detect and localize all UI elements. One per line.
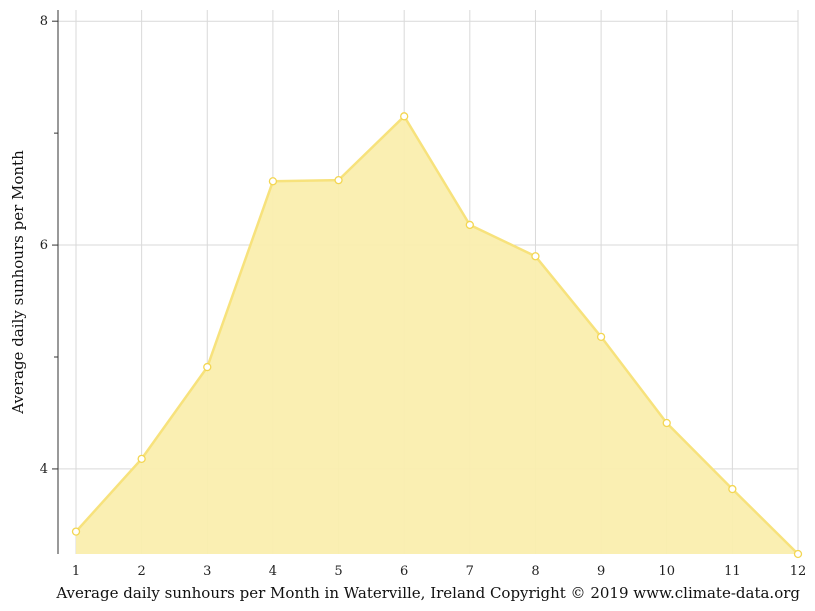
y-axis-title: Average daily sunhours per Month bbox=[9, 150, 27, 415]
y-tick-label-4: 4 bbox=[40, 462, 48, 477]
x-tick-label-9: 9 bbox=[597, 564, 605, 579]
data-point-7 bbox=[465, 220, 474, 230]
x-tick-label-10: 10 bbox=[658, 564, 675, 579]
x-axis-title: Average daily sunhours per Month in Wate… bbox=[55, 584, 800, 602]
x-tick-label-11: 11 bbox=[724, 564, 741, 579]
data-point-4 bbox=[268, 177, 278, 186]
sunhours-area bbox=[76, 116, 798, 555]
x-tick-label-12: 12 bbox=[790, 564, 807, 579]
data-points bbox=[71, 112, 803, 559]
data-point-11 bbox=[728, 484, 737, 494]
x-tick-label-5: 5 bbox=[334, 564, 342, 579]
data-point-9 bbox=[596, 332, 606, 341]
x-tick-label-4: 4 bbox=[269, 564, 277, 579]
y-tick-label-6: 6 bbox=[40, 238, 48, 253]
data-point-6 bbox=[400, 112, 409, 121]
data-point-1 bbox=[71, 527, 81, 536]
x-tick-label-1: 1 bbox=[72, 564, 80, 579]
x-tick-label-7: 7 bbox=[466, 564, 474, 579]
x-tick-label-2: 2 bbox=[137, 564, 145, 579]
data-point-10 bbox=[662, 418, 671, 428]
data-point-12 bbox=[793, 549, 803, 559]
data-point-8 bbox=[531, 252, 540, 261]
data-point-5 bbox=[334, 175, 343, 185]
axes bbox=[52, 10, 59, 554]
data-point-2 bbox=[137, 454, 146, 464]
sunhours-line bbox=[75, 115, 799, 555]
data-point-3 bbox=[203, 362, 212, 372]
x-tick-label-6: 6 bbox=[400, 564, 408, 579]
y-tick-label-8: 8 bbox=[40, 14, 48, 29]
x-tick-label-3: 3 bbox=[203, 564, 211, 579]
x-tick-label-8: 8 bbox=[531, 564, 539, 579]
